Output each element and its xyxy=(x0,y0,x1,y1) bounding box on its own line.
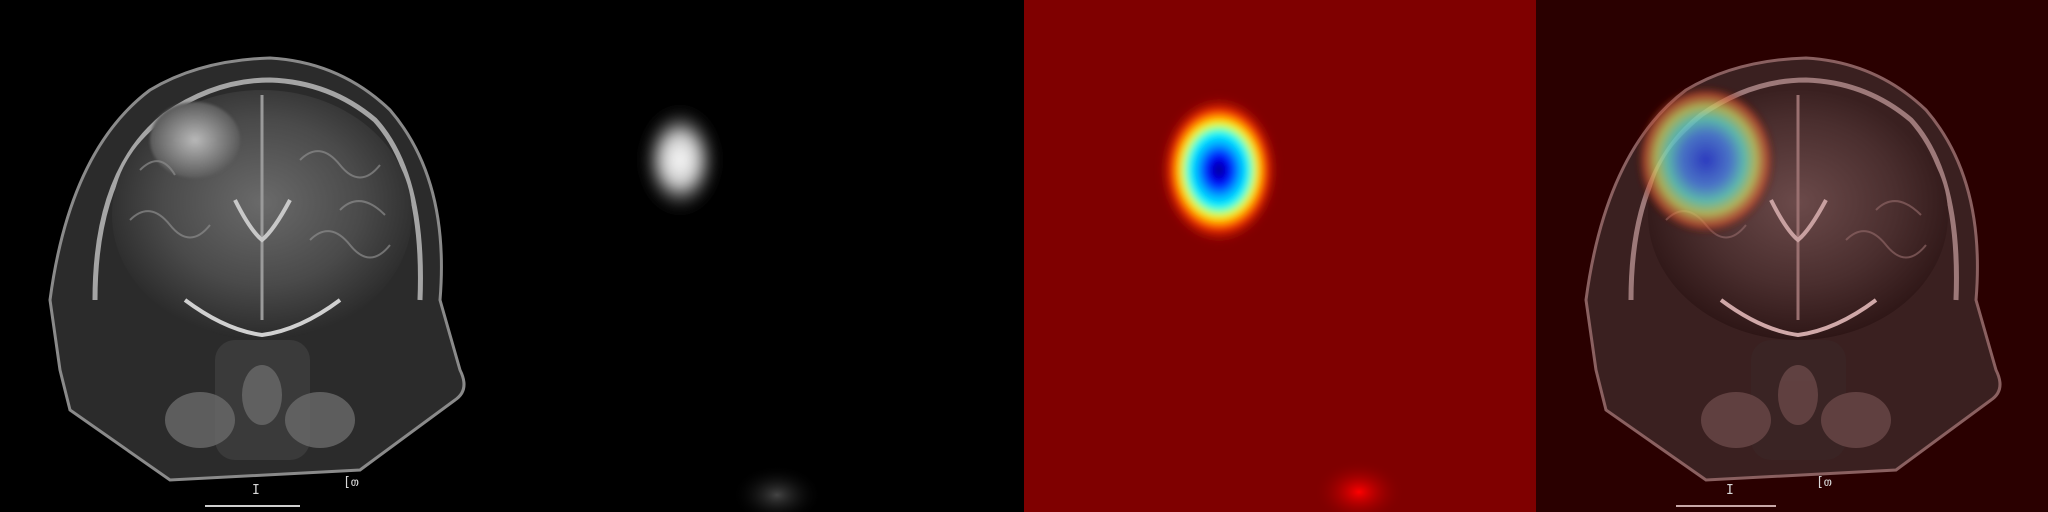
overlay-marker-bracket-label: [თ xyxy=(1816,475,1832,490)
heatmap-image xyxy=(1024,0,1536,512)
overlay-image: I [თ xyxy=(1536,0,2048,512)
activation-image xyxy=(512,0,1024,512)
heatmap-hotspot xyxy=(1159,95,1279,245)
heatmap-panel xyxy=(1024,0,1536,512)
mri-image: I [თ xyxy=(0,0,512,512)
overlay-marker-i-label: I xyxy=(1726,483,1734,498)
activation-panel xyxy=(512,0,1024,512)
activation-faint-spot xyxy=(732,465,822,512)
mri-panel: I [თ xyxy=(0,0,512,512)
heatmap-faint-spot xyxy=(1314,460,1404,512)
marker-i-label: I xyxy=(252,483,260,498)
lesion-area xyxy=(150,102,240,178)
overlay-hotspot xyxy=(1636,85,1776,235)
overlay-panel: I [თ xyxy=(1536,0,2048,512)
marker-bracket-label: [თ xyxy=(343,475,359,490)
activation-hotspot xyxy=(640,105,720,215)
